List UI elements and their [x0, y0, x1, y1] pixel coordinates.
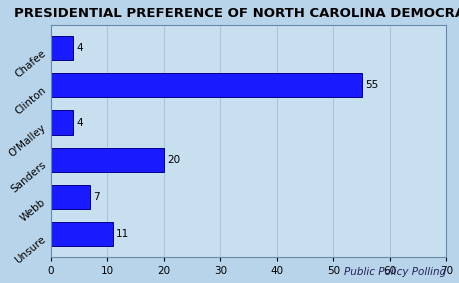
- Text: 4: 4: [76, 43, 83, 53]
- Text: Public Policy Polling: Public Policy Polling: [343, 267, 445, 277]
- Text: 55: 55: [364, 80, 377, 90]
- Text: 11: 11: [116, 230, 129, 239]
- Bar: [50, 148, 163, 172]
- Bar: [50, 222, 112, 246]
- Text: 7: 7: [93, 192, 100, 202]
- Bar: [50, 73, 361, 97]
- Bar: [50, 185, 90, 209]
- Text: 4: 4: [76, 117, 83, 128]
- Bar: [50, 110, 73, 135]
- Bar: [50, 36, 73, 60]
- Text: 20: 20: [167, 155, 180, 165]
- Title: PRESIDENTIAL PREFERENCE OF NORTH CAROLINA DEMOCRATS: PRESIDENTIAL PREFERENCE OF NORTH CAROLIN…: [14, 7, 459, 20]
